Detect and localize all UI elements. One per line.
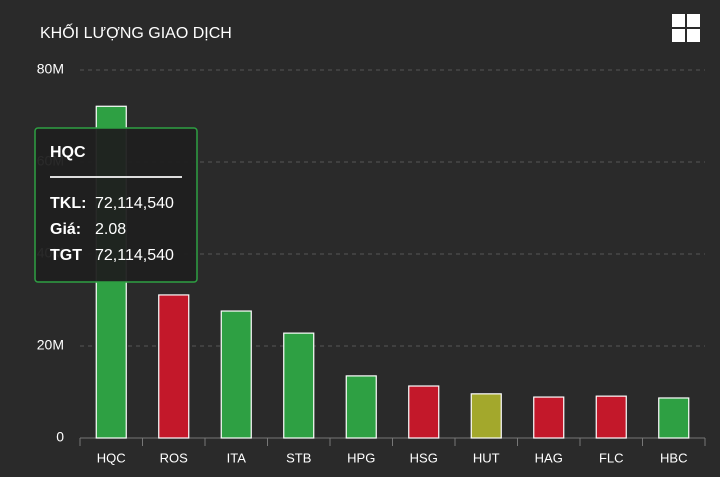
x-tick-label: ITA bbox=[227, 450, 247, 465]
bar bbox=[470, 393, 502, 439]
bar bbox=[595, 395, 627, 439]
tooltip-value: 72,114,540 bbox=[95, 195, 174, 212]
menu-icon-square[interactable] bbox=[687, 29, 700, 42]
chart-title: KHỐI LƯỢNG GIAO DỊCH bbox=[40, 22, 232, 42]
tooltip-label: Giá: bbox=[50, 221, 81, 238]
tooltip-title: HQC bbox=[50, 144, 86, 161]
y-tick-label: 0 bbox=[56, 429, 64, 445]
x-tick-label: HPG bbox=[347, 450, 375, 465]
x-tick-label: FLC bbox=[599, 450, 624, 465]
bar bbox=[283, 332, 315, 439]
bar bbox=[345, 375, 377, 439]
x-tick-label: HAG bbox=[535, 450, 563, 465]
x-tick-label: HUT bbox=[473, 450, 500, 465]
x-tick-label: HQC bbox=[97, 450, 126, 465]
x-tick-label: HSG bbox=[410, 450, 438, 465]
menu-icon[interactable] bbox=[672, 14, 700, 42]
x-tick-label: STB bbox=[286, 450, 311, 465]
tooltip-value: 72,114,540 bbox=[95, 247, 174, 264]
bar bbox=[658, 397, 690, 439]
bar bbox=[408, 385, 440, 439]
bar bbox=[533, 396, 565, 439]
tooltip-label: TKL: bbox=[50, 195, 86, 212]
x-tick-label: HBC bbox=[660, 450, 687, 465]
menu-icon-square[interactable] bbox=[672, 14, 685, 27]
tooltip-value: 2.08 bbox=[95, 221, 126, 238]
bar bbox=[220, 310, 252, 439]
y-tick-label: 20M bbox=[37, 337, 64, 353]
bar bbox=[158, 294, 190, 439]
menu-icon-square[interactable] bbox=[672, 29, 685, 42]
tooltip-label: TGT bbox=[50, 247, 82, 264]
x-tick-label: ROS bbox=[160, 450, 189, 465]
menu-icon-square[interactable] bbox=[687, 14, 700, 27]
tooltip: HQC TKL: 72,114,540 Giá: 2.08 TGT 72,114,540 bbox=[34, 127, 198, 283]
tooltip-box bbox=[34, 127, 198, 283]
y-tick-label: 80M bbox=[37, 61, 64, 77]
